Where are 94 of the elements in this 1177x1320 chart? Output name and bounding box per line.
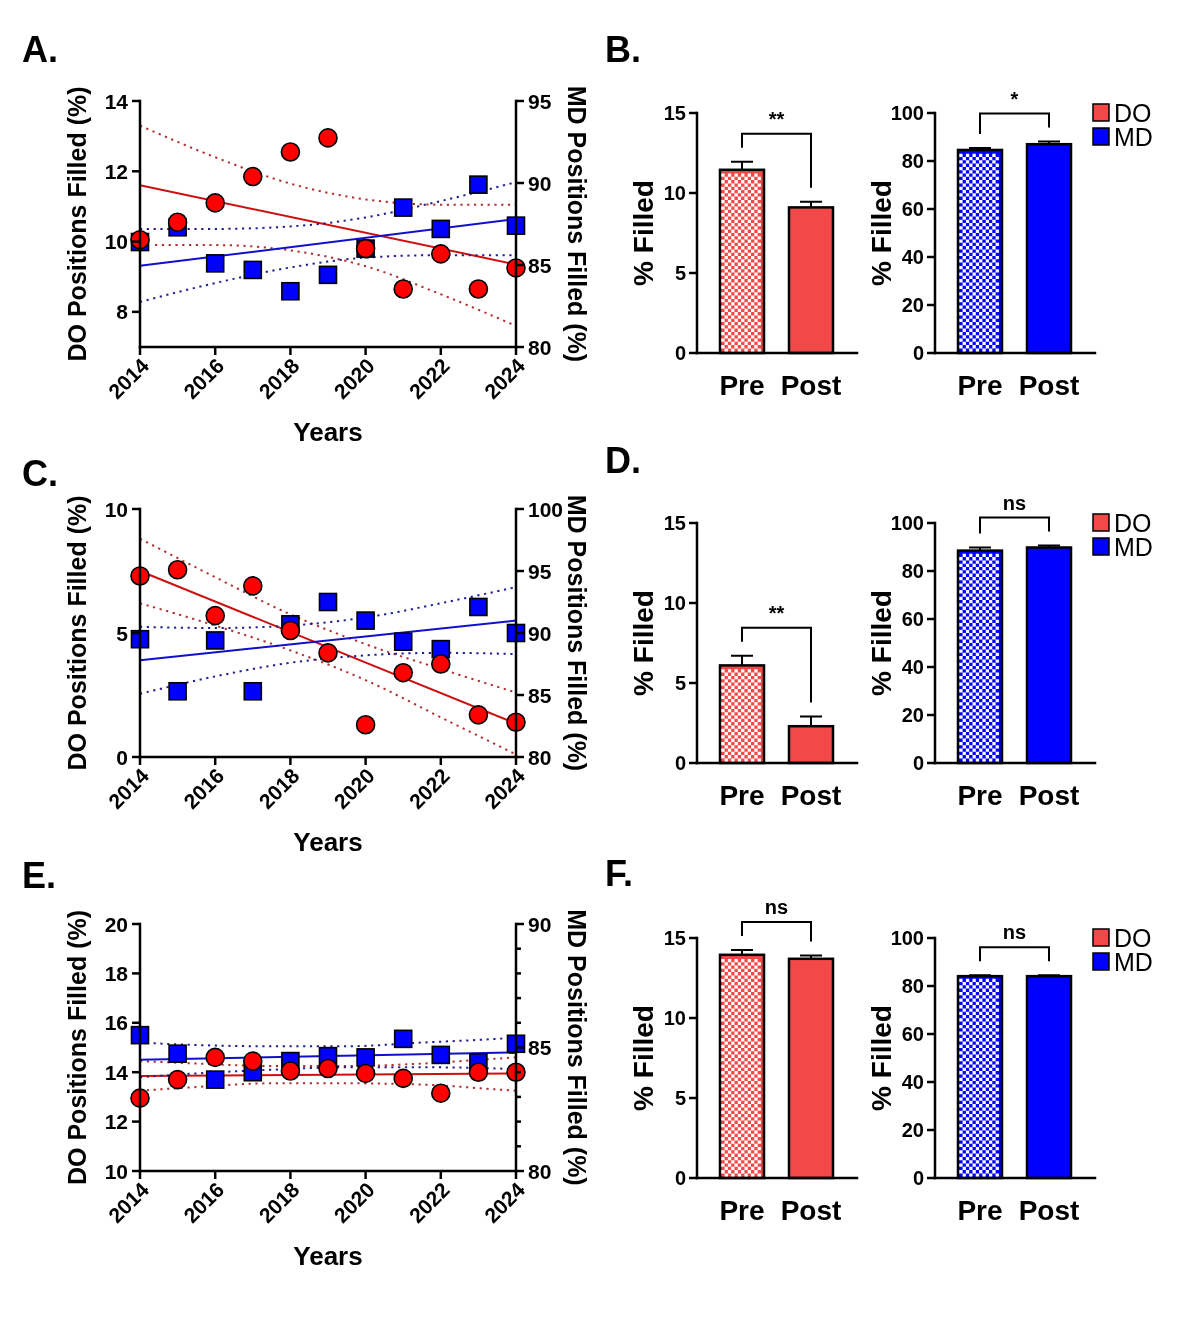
y-tick-label: 18 (104, 961, 129, 985)
y-tick-label: 10 (663, 1007, 686, 1029)
y-tick-label: 8 (116, 300, 129, 324)
y-tick-label: 12 (104, 1110, 128, 1134)
chart-title: E. (22, 855, 57, 896)
x-tick-label: Pre (719, 1195, 765, 1226)
x-tick-label: Post (780, 1195, 842, 1226)
y2-tick-label: 90 (528, 912, 552, 936)
y-tick-label: 15 (663, 512, 686, 534)
y-tick-label: 0 (116, 745, 128, 769)
chart-title: B. (605, 29, 641, 70)
y-tick-label: 0 (912, 342, 924, 364)
y-tick-label: 0 (912, 1167, 924, 1189)
y-tick-label: 10 (104, 230, 128, 254)
annotation: ** (768, 107, 785, 130)
y2-tick-label: 90 (528, 171, 552, 195)
x-tick-label: Pre (957, 780, 1003, 811)
y-tick-label: 20 (901, 704, 924, 726)
y-tick-label: 10 (104, 497, 128, 521)
chart-title: C. (22, 453, 58, 494)
y2-axis-title: MD Positions Filled (%) (563, 85, 591, 363)
y-tick-label: 40 (901, 1071, 924, 1093)
y-tick-label: 5 (674, 672, 686, 694)
text: ns (764, 896, 789, 918)
x-tick-label: Pre (957, 370, 1003, 401)
x-tick-label: Post (1018, 1195, 1080, 1226)
y-tick-label: 100 (890, 512, 924, 534)
x-axis-title: Years (293, 417, 363, 447)
y2-tick-label: 95 (528, 89, 552, 113)
y-axis-title: % Filled (627, 1005, 659, 1111)
x-tick-label: Pre (719, 780, 765, 811)
y-tick-label: 80 (901, 560, 924, 582)
y-tick-label: 0 (912, 752, 924, 774)
y-tick-label: 5 (674, 262, 686, 284)
y2-tick-label: 80 (528, 745, 552, 769)
y-tick-label: 60 (901, 608, 924, 630)
y2-axis-title: MD Positions Filled (%) (563, 494, 591, 772)
y-axis-title: % Filled (627, 590, 659, 696)
y-tick-label: 100 (890, 102, 924, 124)
x-tick-label: Pre (957, 1195, 1003, 1226)
y2-tick-label: 85 (528, 683, 552, 707)
y2-tick-label: 80 (528, 335, 552, 359)
x-tick-label: Post (1018, 370, 1080, 401)
y-tick-label: 5 (116, 621, 129, 645)
y-tick-label: 10 (104, 1159, 128, 1183)
y2-axis-title: MD Positions Filled (%) (563, 909, 591, 1186)
y-axis-title: DO Positions Filled (%) (63, 86, 91, 362)
y-tick-label: 15 (663, 102, 686, 124)
y-axis-title: % Filled (865, 180, 897, 286)
x-tick-label: Post (1018, 780, 1080, 811)
y-tick-label: 80 (901, 975, 924, 997)
x-tick-label: Post (780, 370, 842, 401)
y-tick-label: 0 (674, 752, 686, 774)
annotation: ns (1002, 921, 1027, 944)
y-tick-label: 80 (901, 150, 924, 172)
y-axis-title: DO Positions Filled (%) (63, 495, 91, 771)
y-tick-label: 10 (663, 592, 686, 614)
y2-tick-label: 100 (528, 497, 564, 521)
x-axis-title: Years (293, 827, 363, 857)
text: * (1010, 87, 1019, 110)
y-tick-label: 16 (104, 1011, 128, 1035)
y-tick-label: 60 (901, 1023, 924, 1045)
y-tick-label: 20 (104, 912, 128, 936)
annotation: ** (768, 601, 785, 624)
x-tick-label: Post (780, 780, 842, 811)
y-axis-title: % Filled (627, 180, 659, 286)
y2-tick-label: 95 (528, 559, 552, 583)
chart-title: D. (605, 440, 641, 481)
chart-title: F. (605, 853, 634, 894)
chart-title: A. (22, 29, 58, 70)
y-tick-label: 20 (901, 1119, 924, 1141)
y-tick-label: 40 (901, 656, 924, 678)
y2-tick-label: 80 (528, 1159, 552, 1183)
y-tick-label: 14 (104, 1060, 129, 1084)
y-tick-label: 40 (901, 246, 924, 268)
y2-tick-label: 85 (528, 253, 552, 277)
x-axis-title: Years (293, 1241, 363, 1271)
y-tick-label: 5 (674, 1087, 686, 1109)
text: ns (1002, 491, 1027, 514)
y-tick-label: 0 (674, 1167, 686, 1189)
y-tick-label: 14 (104, 89, 129, 113)
y-tick-label: 60 (901, 198, 924, 220)
y2-tick-label: 85 (528, 1036, 552, 1059)
y-tick-label: 100 (890, 927, 924, 949)
y-tick-label: 12 (104, 159, 128, 183)
y-tick-label: 10 (663, 182, 686, 204)
x-tick-label: Pre (719, 370, 765, 401)
y-tick-label: 15 (663, 927, 686, 949)
y-axis-title: % Filled (865, 1005, 897, 1111)
y-tick-label: 20 (901, 294, 924, 316)
y-axis-title: % Filled (865, 590, 897, 696)
y2-tick-label: 90 (528, 621, 552, 645)
y-tick-label: 0 (674, 342, 686, 364)
y-axis-title: DO Positions Filled (%) (63, 909, 91, 1186)
